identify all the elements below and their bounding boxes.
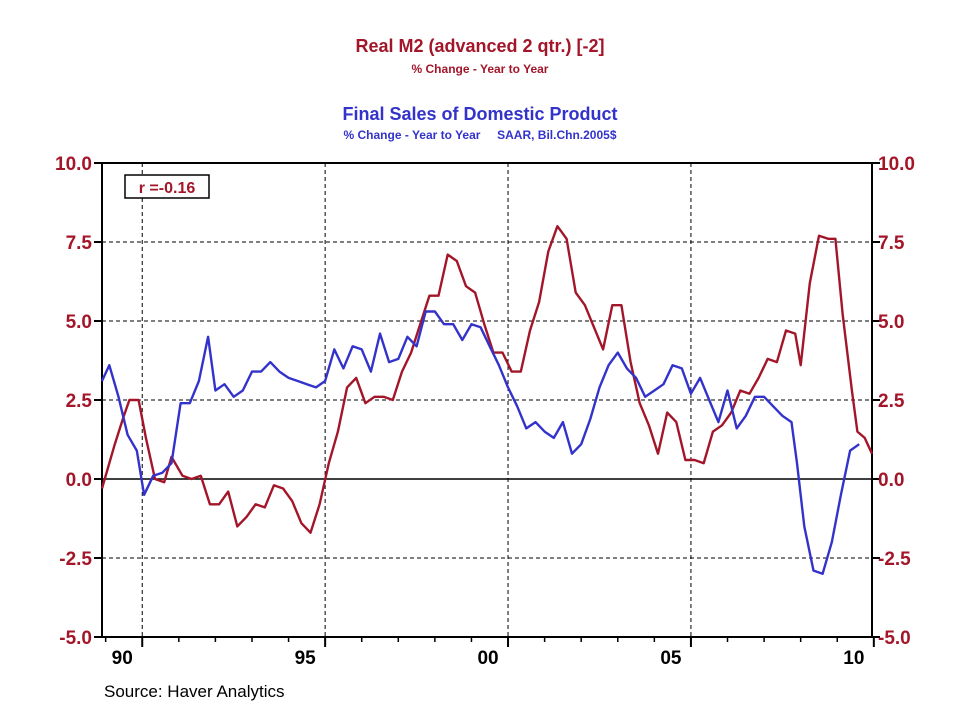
annotation-text: r =-0.16 [139, 180, 196, 197]
tick-labels: -5.0 -5.0 -2.5 -2.5 0.0 0.0 2.5 2.5 5.0 5.0 7.5 7.5… [55, 154, 915, 669]
y-tick-label-right: 5.0 [878, 312, 904, 333]
y-tick-label-right: 0.0 [878, 470, 904, 491]
y-tick-label-right: 2.5 [878, 391, 905, 412]
blue-series-subtitle: % Change - Year to Year SAAR, Bil.Chn.20… [344, 128, 617, 142]
y-tick-label-right: 7.5 [878, 233, 905, 254]
x-tick-label: 95 [295, 648, 317, 669]
red-series-subtitle: % Change - Year to Year [412, 62, 549, 76]
y-tick-label-left: 5.0 [66, 312, 92, 333]
y-tick-label-left: 0.0 [66, 470, 92, 491]
y-tick-label-right: -5.0 [878, 628, 911, 649]
axes [94, 162, 880, 647]
annotation-box [124, 174, 210, 199]
y-tick-label-right: 10.0 [878, 154, 915, 175]
x-tick-label: 90 [112, 648, 133, 669]
source-label: Source: Haver Analytics [104, 682, 284, 701]
y-tick-label-left: 7.5 [66, 233, 93, 254]
y-tick-label-left: 10.0 [55, 154, 92, 175]
y-tick-label-left: 2.5 [66, 391, 93, 412]
grid [102, 163, 872, 637]
series-group [100, 225, 874, 575]
x-tick-label: 00 [477, 648, 498, 669]
series-line-final-sales [100, 310, 860, 575]
red-series-title: Real M2 (advanced 2 qtr.) [-2] [355, 36, 604, 56]
x-tick-label: 10 [843, 648, 864, 669]
y-tick-label-right: -2.5 [878, 549, 911, 570]
blue-series-title: Final Sales of Domestic Product [342, 104, 617, 124]
series-line-real-m2 [100, 225, 874, 534]
x-tick-label: 05 [660, 648, 682, 669]
y-tick-label-left: -5.0 [59, 628, 92, 649]
y-tick-label-left: -2.5 [59, 549, 92, 570]
